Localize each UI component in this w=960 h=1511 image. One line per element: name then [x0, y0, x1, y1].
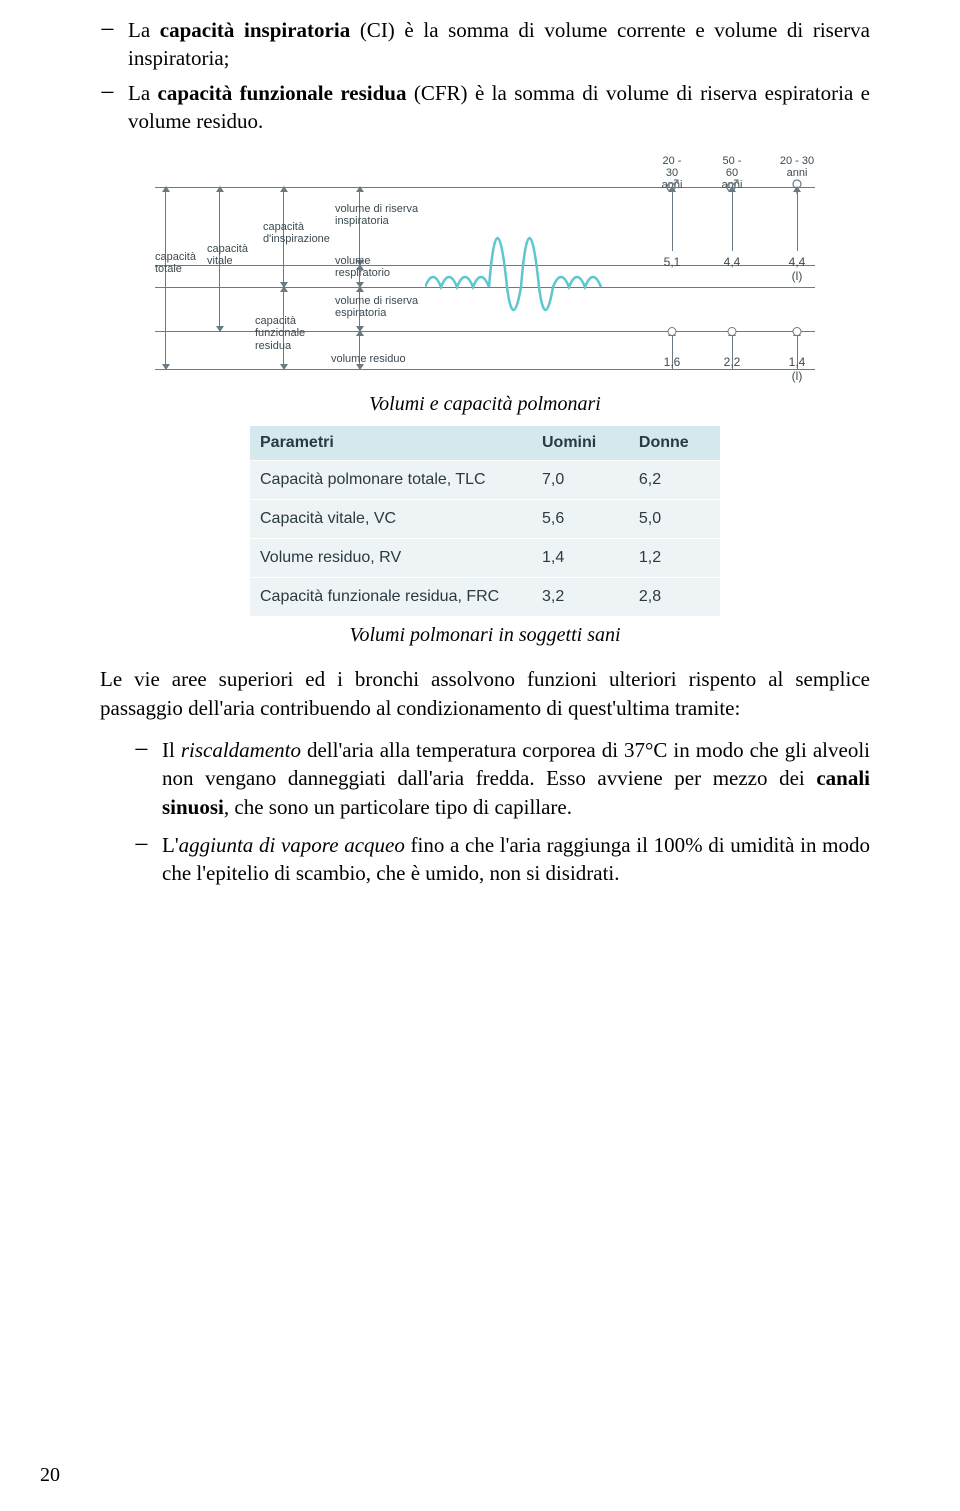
table-row: Capacità polmonare totale, TLC7,06,2 [250, 461, 720, 500]
dash-icon: − [100, 79, 128, 136]
male-icon [665, 179, 679, 193]
table-cell: Capacità funzionale residua, FRC [250, 578, 532, 617]
female-icon [791, 179, 803, 195]
bullet-text: La capacità inspiratoria (CI) è la somma… [128, 16, 870, 73]
page-number: 20 [40, 1464, 60, 1487]
bullet-text: La capacità funzionale residua (CFR) è l… [128, 79, 870, 136]
label-vol-resp: volumerespiratorio [335, 255, 390, 279]
age-col: 20 - 30 anni 4,4 (l) 1,4 (l) [775, 155, 819, 179]
table-cell: 6,2 [629, 461, 720, 500]
volumes-table: Parametri Uomini Donne Capacità polmonar… [250, 426, 720, 616]
table-row: Capacità funzionale residua, FRC3,22,8 [250, 578, 720, 617]
table-cell: 3,2 [532, 578, 629, 617]
dash-icon: − [134, 736, 162, 821]
male-icon [725, 179, 739, 193]
table-row: Volume residuo, RV1,41,2 [250, 539, 720, 578]
table-header: Parametri [250, 426, 532, 461]
top-bullet-list: − La capacità inspiratoria (CI) è la som… [100, 16, 870, 135]
bottom-bullet-list: − Il riscaldamento dell'aria alla temper… [134, 736, 870, 888]
diagram-caption: Volumi e capacità polmonari [100, 393, 870, 416]
body-paragraph: Le vie aree superiori ed i bronchi assol… [100, 665, 870, 722]
bullet-item: − La capacità inspiratoria (CI) è la som… [100, 16, 870, 73]
dash-icon: − [134, 831, 162, 888]
label-vol-ris-insp: volume di riservainspiratoria [335, 203, 418, 227]
table-cell: 5,0 [629, 500, 720, 539]
label-cap-totale: capacitàtotale [155, 251, 196, 275]
table-cell: Volume residuo, RV [250, 539, 532, 578]
spirometry-wave-icon [425, 175, 625, 345]
table-header: Uomini [532, 426, 629, 461]
age-col: 50 - 60 anni 4,4 2,2 [715, 155, 749, 191]
dash-icon: − [100, 16, 128, 73]
table-cell: 1,2 [629, 539, 720, 578]
table-caption: Volumi polmonari in soggetti sani [100, 624, 870, 647]
table-row: Capacità vitale, VC5,65,0 [250, 500, 720, 539]
bullet-item: − L'aggiunta di vapore acqueo fino a che… [134, 831, 870, 888]
table-header: Donne [629, 426, 720, 461]
table-cell: Capacità polmonare totale, TLC [250, 461, 532, 500]
label-cap-funz: capacitàfunzionaleresidua [255, 315, 305, 351]
table-cell: 1,4 [532, 539, 629, 578]
label-cap-insp: capacitàd'inspirazione [263, 221, 330, 245]
label-vol-residuo: volume residuo [331, 353, 406, 365]
bullet-item: − La capacità funzionale residua (CFR) è… [100, 79, 870, 136]
table-cell: Capacità vitale, VC [250, 500, 532, 539]
table-cell: 5,6 [532, 500, 629, 539]
bullet-text: Il riscaldamento dell'aria alla temperat… [162, 736, 870, 821]
table-cell: 7,0 [532, 461, 629, 500]
label-vol-ris-esp: volume di riservaespiratoria [335, 295, 418, 319]
age-col: 20 - 30 anni 5,1 1,6 [655, 155, 689, 191]
bullet-text: L'aggiunta di vapore acqueo fino a che l… [162, 831, 870, 888]
label-cap-vitale: capacitàvitale [207, 243, 248, 267]
spirometry-diagram: capacitàtotale capacitàvitale capacitàd'… [155, 155, 815, 385]
table-cell: 2,8 [629, 578, 720, 617]
bullet-item: − Il riscaldamento dell'aria alla temper… [134, 736, 870, 821]
